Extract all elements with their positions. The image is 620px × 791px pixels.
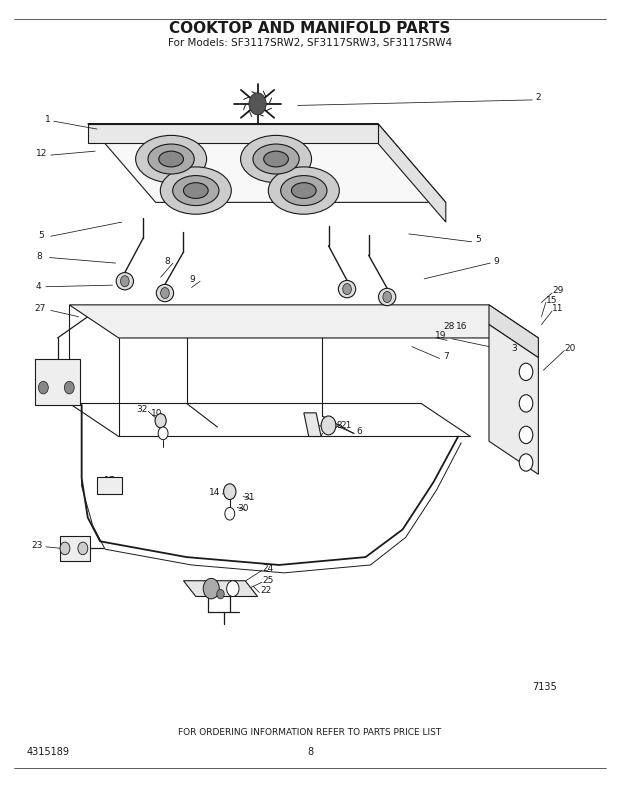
Text: 17: 17 [104, 476, 115, 485]
Text: 22: 22 [260, 586, 271, 596]
Text: 13: 13 [34, 359, 45, 369]
Ellipse shape [379, 288, 396, 305]
Text: 8: 8 [164, 257, 170, 266]
Ellipse shape [264, 151, 288, 167]
Polygon shape [88, 123, 446, 202]
Circle shape [161, 287, 169, 298]
Ellipse shape [268, 167, 339, 214]
Ellipse shape [156, 284, 174, 301]
Bar [97, 477, 122, 494]
Polygon shape [304, 413, 321, 437]
Text: 4315189: 4315189 [26, 747, 69, 757]
Text: 4: 4 [35, 282, 42, 291]
Circle shape [519, 395, 533, 412]
Circle shape [78, 542, 88, 554]
Circle shape [519, 454, 533, 471]
Text: 27: 27 [34, 305, 45, 313]
Ellipse shape [136, 135, 206, 183]
Circle shape [519, 363, 533, 380]
Polygon shape [88, 123, 378, 143]
Circle shape [343, 283, 352, 294]
Text: 5: 5 [475, 235, 480, 244]
Text: 10: 10 [151, 409, 162, 418]
Text: 1: 1 [45, 115, 51, 124]
Circle shape [225, 508, 235, 520]
Text: 15: 15 [546, 297, 558, 305]
Text: 18: 18 [332, 421, 343, 430]
Text: FOR ORDERING INFORMATION REFER TO PARTS PRICE LIST: FOR ORDERING INFORMATION REFER TO PARTS … [179, 729, 441, 737]
Ellipse shape [281, 176, 327, 206]
Text: 11: 11 [552, 305, 564, 313]
Ellipse shape [148, 144, 194, 174]
Text: 30: 30 [237, 504, 249, 513]
Ellipse shape [241, 135, 311, 183]
Text: 5: 5 [38, 231, 45, 240]
Circle shape [217, 589, 224, 599]
Text: 9: 9 [190, 275, 195, 284]
Circle shape [155, 414, 166, 428]
Polygon shape [184, 581, 257, 596]
Text: 21: 21 [340, 421, 352, 430]
Text: 8: 8 [307, 747, 313, 757]
Circle shape [203, 578, 219, 599]
Ellipse shape [253, 144, 299, 174]
Circle shape [158, 427, 168, 440]
Text: 28: 28 [443, 322, 454, 331]
Text: 3: 3 [511, 344, 516, 353]
Text: 24: 24 [262, 565, 273, 573]
Text: COOKTOP AND MANIFOLD PARTS: COOKTOP AND MANIFOLD PARTS [169, 21, 451, 36]
Text: 9: 9 [494, 257, 499, 266]
Text: 31: 31 [244, 494, 255, 502]
Ellipse shape [291, 183, 316, 199]
Text: 7: 7 [443, 351, 449, 361]
Circle shape [383, 291, 391, 302]
Text: 32: 32 [136, 405, 148, 414]
Bar [60, 536, 90, 561]
Text: 26: 26 [34, 369, 45, 378]
Text: 6: 6 [356, 427, 362, 437]
Ellipse shape [172, 176, 219, 206]
Text: 7135: 7135 [532, 682, 557, 692]
Circle shape [38, 381, 48, 394]
Ellipse shape [161, 167, 231, 214]
Ellipse shape [184, 183, 208, 199]
Circle shape [519, 426, 533, 444]
Text: For Models: SF3117SRW2, SF3117SRW3, SF3117SRW4: For Models: SF3117SRW2, SF3117SRW3, SF31… [168, 38, 452, 48]
Ellipse shape [116, 273, 133, 290]
Text: 12: 12 [36, 149, 47, 158]
Polygon shape [378, 123, 446, 222]
Polygon shape [489, 305, 538, 358]
Circle shape [64, 381, 74, 394]
Circle shape [227, 581, 239, 596]
Polygon shape [489, 324, 538, 475]
Text: 8: 8 [37, 252, 43, 261]
Text: 16: 16 [456, 322, 467, 331]
Circle shape [249, 93, 266, 115]
Text: 2: 2 [536, 93, 541, 102]
Circle shape [120, 276, 129, 286]
Text: 19: 19 [435, 331, 446, 340]
Ellipse shape [339, 281, 356, 297]
Text: 23: 23 [32, 541, 43, 550]
Text: 14: 14 [209, 488, 220, 497]
Ellipse shape [159, 151, 184, 167]
Polygon shape [69, 305, 538, 338]
Text: 29: 29 [552, 286, 564, 295]
Circle shape [224, 484, 236, 500]
Circle shape [321, 416, 336, 435]
Bar [35, 359, 80, 405]
Text: 20: 20 [565, 344, 576, 353]
Circle shape [60, 542, 70, 554]
Text: 25: 25 [262, 576, 273, 585]
